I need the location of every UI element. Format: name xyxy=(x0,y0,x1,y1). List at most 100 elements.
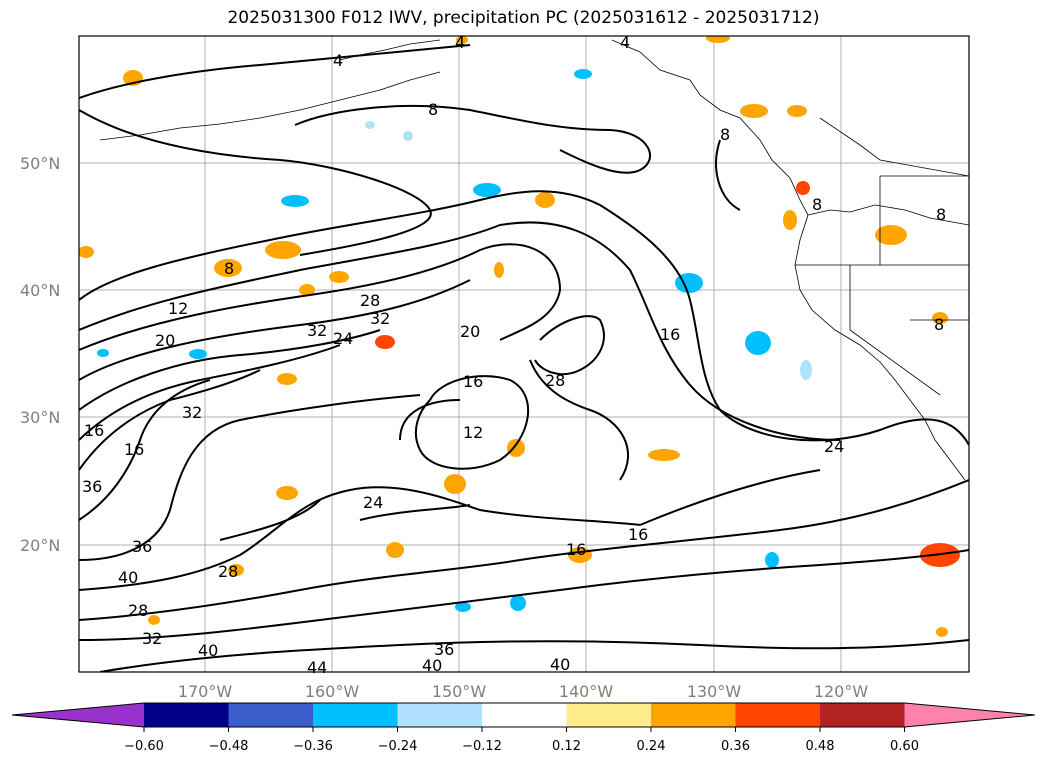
contour-label: 8 xyxy=(428,100,438,119)
precip-blob-positive xyxy=(456,36,468,44)
precip-blob-positive xyxy=(444,474,466,494)
contour-label: 16 xyxy=(84,421,104,440)
lon-label: 170°W xyxy=(178,682,233,701)
precip-blob-negative xyxy=(281,195,309,207)
colorbar-tick-label: 0.60 xyxy=(890,739,919,754)
contour-label: 16 xyxy=(124,440,144,459)
map-title: 2025031300 F012 IWV, precipitation PC (2… xyxy=(227,8,820,28)
contour-label: 32 xyxy=(370,309,390,328)
precip-blob-negative xyxy=(97,349,109,357)
colorbar-tick-label: −0.36 xyxy=(293,739,333,754)
precip-blob-positive xyxy=(375,335,395,349)
contour-label: 40 xyxy=(422,656,442,675)
precip-blob-negative xyxy=(365,121,375,129)
precip-blob-positive xyxy=(228,564,244,576)
precip-blob-positive xyxy=(535,192,555,208)
contour-label: 8 xyxy=(812,195,822,214)
contour-label: 32 xyxy=(182,403,202,422)
precip-blob-positive xyxy=(648,449,680,461)
contour-label: 24 xyxy=(363,493,383,512)
lat-label: 30°N xyxy=(20,408,60,427)
contour-label: 4 xyxy=(620,33,630,52)
contour-label: 8 xyxy=(936,205,946,224)
latitude-labels: 50°N 40°N 30°N 20°N xyxy=(20,154,60,555)
contour-label: 36 xyxy=(82,477,102,496)
map-area xyxy=(79,36,969,672)
precip-blob-negative xyxy=(455,602,471,612)
precipitation-areas xyxy=(79,36,960,637)
contour-label: 12 xyxy=(463,423,483,442)
longitude-labels: 170°W 160°W 150°W 140°W 130°W 120°W xyxy=(178,682,869,701)
contour-label: 4 xyxy=(333,51,343,70)
precip-blob-positive xyxy=(494,262,504,278)
contour-label: 16 xyxy=(463,372,483,391)
precip-blob-positive xyxy=(796,181,810,195)
precip-blob-positive xyxy=(875,225,907,245)
precip-blob-negative xyxy=(510,595,526,611)
contour-label: 20 xyxy=(155,331,175,350)
colorbar-segment xyxy=(12,703,144,727)
lon-label: 160°W xyxy=(305,682,360,701)
iwv-contours xyxy=(79,44,969,672)
colorbar-segment xyxy=(313,703,398,727)
colorbar-segment xyxy=(144,703,229,727)
contour-label: 24 xyxy=(824,437,844,456)
precip-blob-positive xyxy=(148,615,160,625)
colorbar-segment xyxy=(397,703,482,727)
colorbar-segment xyxy=(566,703,651,727)
colorbar-segment xyxy=(735,703,820,727)
precip-blob-positive xyxy=(386,542,404,558)
colorbar-segment xyxy=(482,703,567,727)
lon-label: 150°W xyxy=(432,682,487,701)
contour-label: 28 xyxy=(360,291,380,310)
contour-label: 28 xyxy=(218,562,238,581)
precip-blob-positive xyxy=(299,284,315,296)
contour-label: 8 xyxy=(720,125,730,144)
coastlines xyxy=(99,39,969,481)
contour-label: 32 xyxy=(307,321,327,340)
colorbar-segment xyxy=(820,703,905,727)
precip-blob-positive xyxy=(706,36,730,43)
contour-label: 16 xyxy=(628,525,648,544)
precip-blob-negative xyxy=(574,69,592,79)
colorbar-tick-label: −0.12 xyxy=(462,739,502,754)
contour-label: 40 xyxy=(198,641,218,660)
precip-blob-negative xyxy=(473,183,501,197)
colorbar-segment xyxy=(904,703,1035,727)
contour-label: 24 xyxy=(333,329,353,348)
contour-label: 32 xyxy=(142,629,162,648)
precip-blob-positive xyxy=(329,271,349,283)
precip-blob-positive xyxy=(265,241,301,259)
colorbar-tick-label: 0.36 xyxy=(721,739,750,754)
lon-label: 120°W xyxy=(814,682,869,701)
lat-label: 50°N xyxy=(20,154,60,173)
precip-blob-negative xyxy=(800,360,812,380)
colorbar-tick-label: −0.60 xyxy=(124,739,164,754)
precip-blob-negative xyxy=(745,331,771,355)
map-frame xyxy=(78,35,970,673)
precip-blob-positive xyxy=(276,486,298,500)
precip-blob-negative xyxy=(765,552,779,568)
colorbar-tick-label: 0.12 xyxy=(552,739,581,754)
precip-blob-positive xyxy=(783,210,797,230)
gridlines xyxy=(79,36,969,672)
contour-label: 40 xyxy=(550,655,570,674)
precip-blob-negative xyxy=(189,349,207,359)
lat-label: 20°N xyxy=(20,536,60,555)
precip-blob-positive xyxy=(787,105,807,117)
contour-label: 28 xyxy=(128,601,148,620)
precip-blob-positive xyxy=(277,373,297,385)
colorbar-tick-label: 0.48 xyxy=(806,739,835,754)
precip-blob-negative xyxy=(403,131,413,141)
colorbar: −0.60 −0.48 −0.36 −0.24 −0.12 0.12 0.24 0.36 0.4… xyxy=(11,702,1036,754)
contour-label: 44 xyxy=(307,658,327,677)
precip-blob-positive xyxy=(936,627,948,637)
contour-label: 12 xyxy=(168,299,188,318)
lon-label: 130°W xyxy=(687,682,742,701)
contour-label: 16 xyxy=(660,325,680,344)
contour-label: 16 xyxy=(566,540,586,559)
contour-label: 28 xyxy=(545,371,565,390)
colorbar-tick-label: −0.24 xyxy=(378,739,418,754)
contour-label: 8 xyxy=(224,259,234,278)
